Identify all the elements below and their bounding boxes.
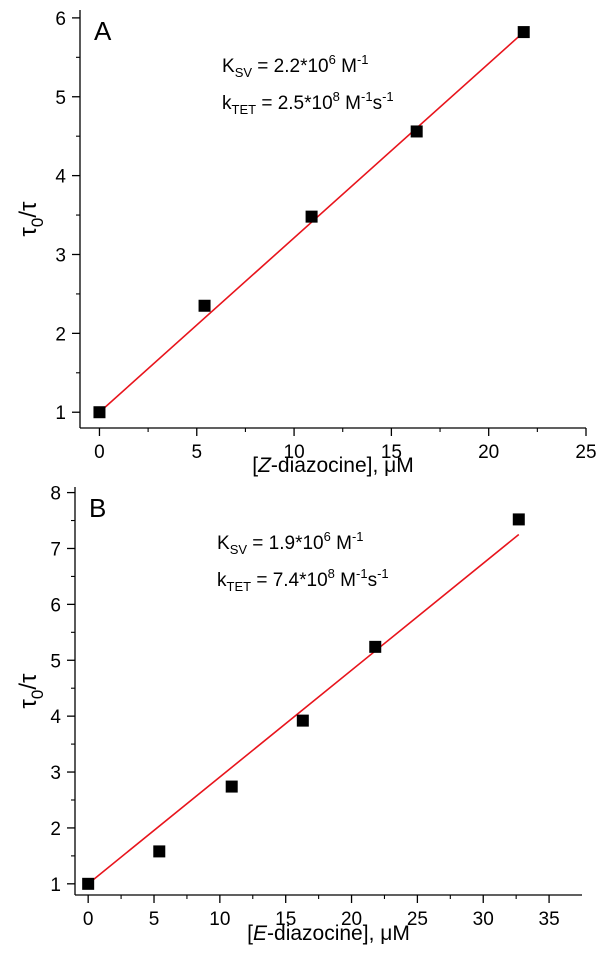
x-tick-label: 20 [478,442,499,463]
data-point [225,780,238,793]
x-tick-label: 10 [209,909,230,930]
data-point [512,513,525,526]
x-tick-label: 20 [341,909,362,930]
data-point [93,406,106,419]
x-tick-label: 0 [83,909,94,930]
data-point [369,640,382,653]
x-tick-label: 5 [149,909,160,930]
x-tick-label: 25 [407,909,428,930]
y-tick-label: 3 [50,763,61,784]
y-tick-label: 2 [55,324,66,345]
x-tick-label: 0 [94,442,105,463]
y-tick-label: 4 [50,707,61,728]
panel-label: A [94,16,112,46]
y-tick-label: 4 [55,167,66,188]
data-point [153,845,166,858]
y-tick-label: 6 [50,595,61,616]
y-tick-label: 3 [55,245,66,266]
x-axis-label: [Z-diazocine], μM [252,454,414,477]
y-tick-label: 5 [55,88,66,109]
x-axis-label: [E-diazocine], μM [247,922,410,945]
x-tick-label: 15 [275,909,296,930]
y-axis-label: τ0/τ [15,673,47,709]
y-tick-label: 7 [50,539,61,560]
chart-panel-a: 0 5 10 15 20 25 1 2 3 4 5 6 A KSV = 2.2*106 M-1 kTET =… [15,9,596,477]
panel-label: B [89,493,106,523]
x-tick-label: 15 [381,442,402,463]
chart-panel-b: 0 5 10 15 20 25 30 35 1 2 3 4 5 6 7 8 B KSV = 1.9*106 M-1… [15,484,582,945]
data-point [305,210,318,223]
y-tick-label: 1 [55,403,66,424]
fit-line [87,533,520,885]
y-tick-label: 8 [50,484,61,505]
data-point [410,125,423,138]
data-point [517,26,530,39]
y-tick-label: 1 [50,875,61,896]
annotation-ktet: kTET = 2.5*108 M-1s-1 [222,89,394,117]
y-tick-label: 6 [55,9,66,30]
data-point [198,299,211,312]
data-point [296,714,309,727]
x-tick-label: 10 [284,442,305,463]
y-tick-label: 5 [50,651,61,672]
x-tick-label: 30 [473,909,494,930]
annotation-ksv: KSV = 1.9*106 M-1 [217,529,364,557]
annotation-ktet: kTET = 7.4*108 M-1s-1 [217,566,389,594]
x-tick-label: 35 [539,909,560,930]
y-tick-label: 2 [50,819,61,840]
annotation-ksv: KSV = 2.2*106 M-1 [222,52,369,80]
y-axis-label: τ0/τ [15,201,47,237]
x-tick-label: 5 [191,442,202,463]
x-tick-label: 25 [575,442,596,463]
data-point [82,877,95,890]
